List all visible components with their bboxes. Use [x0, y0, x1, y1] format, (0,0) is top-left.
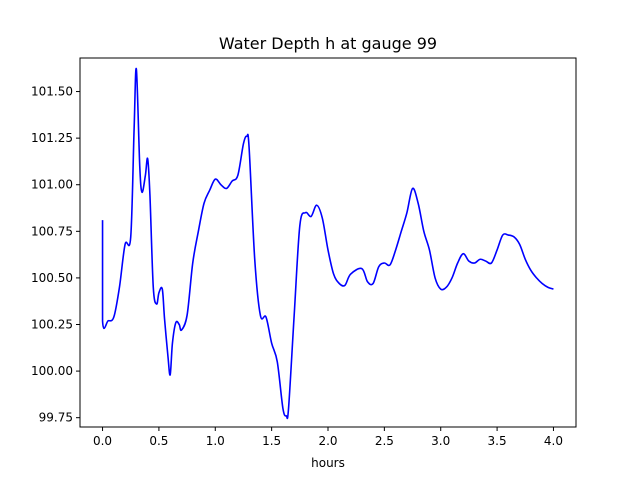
y-tick-label: 100.25	[31, 318, 73, 332]
x-tick-label: 3.0	[431, 434, 450, 448]
x-tick-label: 1.0	[206, 434, 225, 448]
y-tick-label: 100.50	[31, 271, 73, 285]
y-tick-label: 100.00	[31, 364, 73, 378]
x-tick-label: 2.0	[318, 434, 337, 448]
series-line	[101, 67, 554, 420]
chart-title: Water Depth h at gauge 99	[219, 34, 437, 53]
x-tick-label: 0.0	[93, 434, 112, 448]
x-tick-label: 2.5	[375, 434, 394, 448]
x-axis: 0.0 0.5 1.0 1.5 2.0 2.5 3.0 3.5 4.0	[93, 427, 563, 448]
y-tick-label: 101.25	[31, 131, 73, 145]
x-axis-label: hours	[311, 456, 345, 470]
y-tick-label: 100.75	[31, 224, 73, 238]
x-tick-label: 1.5	[262, 434, 281, 448]
x-tick-label: 4.0	[544, 434, 563, 448]
x-tick-label: 3.5	[488, 434, 507, 448]
y-tick-label: 101.00	[31, 178, 73, 192]
y-tick-label: 99.75	[39, 411, 73, 425]
x-tick-label: 0.5	[149, 434, 168, 448]
plot-area-frame	[79, 57, 577, 428]
y-axis: 99.75 100.00 100.25 100.50 100.75 101.00 101.2…	[31, 85, 80, 425]
y-tick-label: 101.50	[31, 85, 73, 99]
